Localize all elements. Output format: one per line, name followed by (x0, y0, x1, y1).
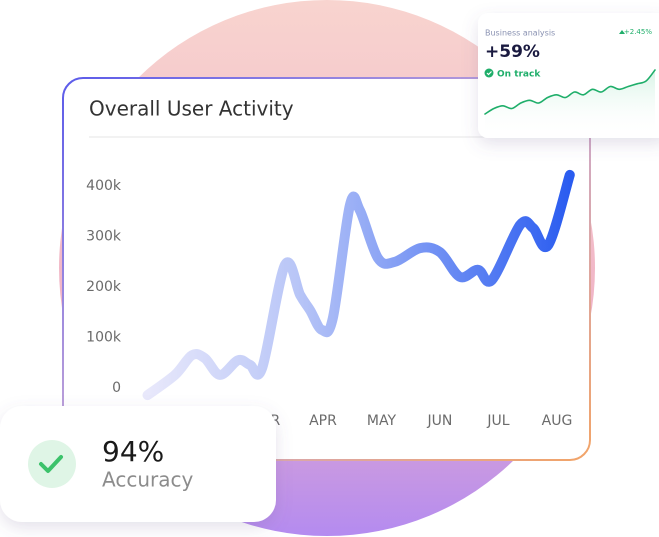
y-tick-label: 400k (86, 178, 122, 194)
check-icon (39, 455, 63, 473)
y-tick-label: 300k (86, 229, 122, 245)
x-tick-label: AUG (542, 413, 573, 429)
area (485, 70, 655, 136)
y-tick-label: 200k (86, 279, 122, 295)
up-icon (619, 30, 625, 34)
x-tick-label: JUL (486, 413, 509, 429)
accuracy-frame (0, 406, 276, 522)
accuracy-label: Accuracy (102, 468, 193, 492)
main-card: Overall User Activity 0 100k 200k 300k 400k M… (62, 77, 591, 461)
chart-title: Overall User Activity (89, 97, 294, 121)
card-frame (62, 77, 591, 461)
y-tick-label: 100k (86, 330, 122, 346)
data-line (142, 169, 575, 401)
accuracy-value: 94% (102, 435, 164, 468)
mini-label: Business analysis (485, 29, 555, 38)
data-line (484, 69, 656, 115)
status-check (486, 71, 492, 76)
y-tick-label: 0 (112, 380, 121, 396)
mini-card: Business analysis +2.45% +59% On track (478, 13, 659, 138)
mini-status: On track (497, 70, 541, 80)
mini-change: +2.45% (624, 28, 652, 36)
x-tick-label: APR (309, 413, 337, 429)
mini-headline: +59% (485, 42, 540, 62)
x-tick-label: MAY (367, 413, 397, 429)
accuracy-card: 94% Accuracy (0, 406, 276, 522)
x-tick-label: JUN (427, 413, 453, 429)
status-icon (484, 68, 494, 78)
